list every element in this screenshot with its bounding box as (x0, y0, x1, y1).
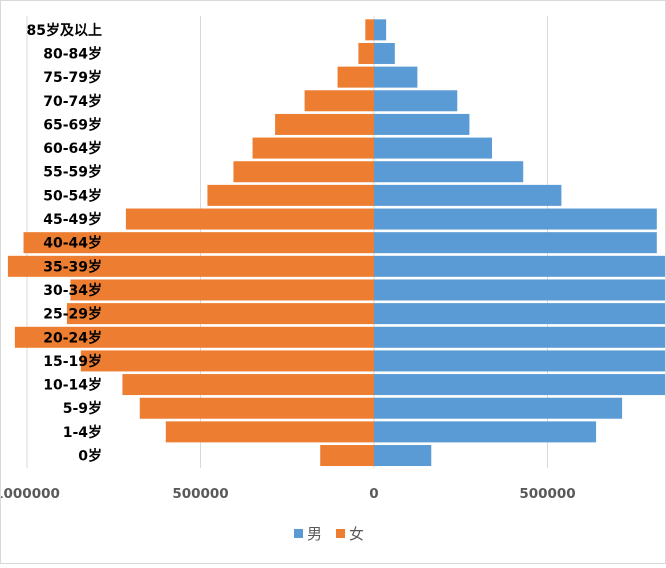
bar-male-6 (374, 303, 666, 325)
bar-male-15 (374, 90, 458, 112)
bar-male-4 (374, 350, 666, 372)
category-label-5: 20-24岁 (43, 329, 102, 346)
bar-female-10 (125, 208, 375, 230)
x-tick-label-1: 1000000 (1, 486, 60, 502)
category-label-1: 1-4岁 (63, 424, 102, 441)
bar-male-18 (374, 19, 387, 41)
category-label-8: 35-39岁 (43, 258, 102, 275)
bar-male-8 (374, 255, 666, 277)
bar-female-7 (70, 279, 374, 301)
x-tick-label-3: 0 (369, 486, 378, 502)
bar-male-14 (374, 113, 470, 135)
bar-female-18 (365, 19, 374, 41)
x-tick-label-2: 500000 (172, 486, 228, 502)
category-label-7: 30-34岁 (43, 282, 102, 299)
bar-female-11 (207, 184, 374, 206)
category-label-16: 75-79岁 (43, 69, 102, 86)
legend-label-0: 男 (307, 525, 322, 543)
bar-male-17 (374, 42, 395, 64)
bar-female-15 (304, 90, 374, 112)
category-label-9: 40-44岁 (43, 235, 102, 252)
bar-female-3 (122, 374, 374, 396)
category-label-13: 60-64岁 (43, 140, 102, 157)
legend-swatch-0 (294, 529, 303, 538)
value-axis-labels: 1500000100000050000005000001000000150000… (0, 486, 576, 502)
bar-male-7 (374, 279, 666, 301)
bar-male-2 (374, 397, 623, 419)
bar-male-3 (374, 374, 666, 396)
bar-female-16 (337, 66, 374, 88)
category-label-4: 15-19岁 (43, 353, 102, 370)
legend: 男女 (294, 525, 364, 543)
bar-male-10 (374, 208, 657, 230)
bar-female-8 (7, 255, 374, 277)
bar-female-13 (252, 137, 374, 159)
category-label-2: 5-9岁 (63, 400, 102, 417)
category-axis-labels: 0岁 1-4岁 5-9岁 10-14岁 15-19岁 20-24岁 25-29岁 30-34岁… (27, 22, 102, 465)
bar-male-1 (374, 421, 597, 443)
bar-female-9 (23, 232, 375, 254)
category-label-15: 70-74岁 (43, 93, 102, 110)
category-label-11: 50-54岁 (43, 187, 102, 204)
category-label-18: 85岁及以上 (27, 22, 102, 39)
bar-male-11 (374, 184, 562, 206)
bar-female-6 (66, 303, 374, 325)
category-label-12: 55-59岁 (43, 164, 102, 181)
bar-female-2 (139, 397, 374, 419)
bar-male-12 (374, 161, 524, 183)
bar-male-0 (374, 445, 432, 467)
bar-male-16 (374, 66, 418, 88)
category-label-3: 10-14岁 (43, 377, 102, 394)
category-label-6: 25-29岁 (43, 306, 102, 323)
legend-label-1: 女 (349, 525, 364, 543)
x-tick-label-4: 500000 (519, 486, 575, 502)
bar-female-14 (275, 113, 374, 135)
bar-female-4 (80, 350, 374, 372)
bar-female-17 (358, 42, 374, 64)
category-label-0: 0岁 (78, 448, 102, 465)
bar-female-5 (14, 326, 374, 348)
bar-male-13 (374, 137, 492, 159)
bars (7, 19, 666, 467)
category-label-10: 45-49岁 (43, 211, 102, 228)
bar-female-12 (233, 161, 374, 183)
bar-male-5 (374, 326, 666, 348)
category-label-14: 65-69岁 (43, 116, 102, 133)
bar-female-1 (165, 421, 374, 443)
category-label-17: 80-84岁 (43, 45, 102, 62)
bar-female-0 (320, 445, 374, 467)
bar-male-9 (374, 232, 657, 254)
legend-swatch-1 (336, 529, 345, 538)
